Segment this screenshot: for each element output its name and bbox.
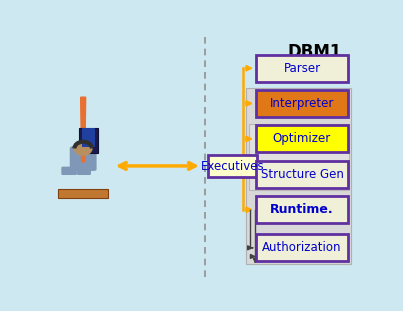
FancyBboxPatch shape bbox=[70, 146, 97, 171]
FancyBboxPatch shape bbox=[61, 167, 77, 175]
FancyBboxPatch shape bbox=[246, 88, 351, 264]
Text: Runtime.: Runtime. bbox=[270, 203, 334, 216]
FancyBboxPatch shape bbox=[256, 161, 348, 188]
FancyBboxPatch shape bbox=[77, 167, 91, 175]
Text: Executives: Executives bbox=[200, 160, 264, 173]
Text: DBM1: DBM1 bbox=[287, 43, 341, 61]
Text: Structure Gen: Structure Gen bbox=[260, 168, 343, 181]
Text: Parser: Parser bbox=[283, 62, 320, 75]
FancyBboxPatch shape bbox=[208, 155, 256, 177]
FancyBboxPatch shape bbox=[79, 128, 98, 153]
FancyBboxPatch shape bbox=[256, 125, 348, 152]
FancyBboxPatch shape bbox=[60, 193, 89, 198]
Text: Interpreter: Interpreter bbox=[270, 97, 334, 110]
FancyBboxPatch shape bbox=[58, 189, 108, 198]
Polygon shape bbox=[81, 97, 86, 162]
FancyBboxPatch shape bbox=[256, 55, 348, 81]
Circle shape bbox=[75, 142, 92, 155]
FancyBboxPatch shape bbox=[256, 234, 348, 261]
FancyBboxPatch shape bbox=[256, 90, 348, 117]
Text: Authorization: Authorization bbox=[262, 241, 342, 254]
FancyBboxPatch shape bbox=[81, 128, 96, 147]
FancyBboxPatch shape bbox=[249, 124, 349, 190]
Text: Optimizer: Optimizer bbox=[273, 132, 331, 145]
FancyBboxPatch shape bbox=[256, 196, 348, 223]
